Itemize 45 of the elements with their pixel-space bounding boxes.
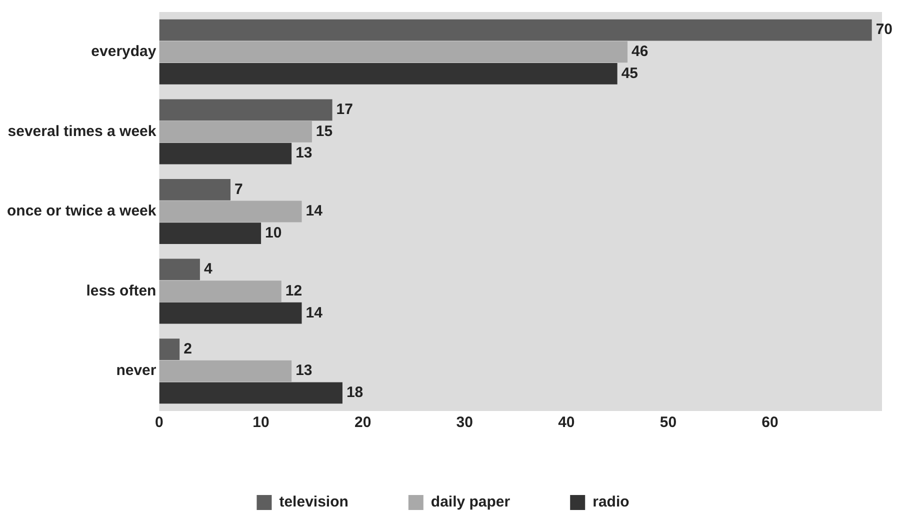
x-tick-label: 60 [762,414,778,432]
data-label: 13 [296,362,312,380]
bar [159,41,628,63]
bar [159,302,302,324]
y-tick-label: once or twice a week [6,202,157,220]
bar [159,19,872,41]
data-label: 12 [285,282,302,300]
bar [159,200,302,222]
y-tick-label: never [116,362,156,380]
bar [159,121,312,142]
data-label: 4 [204,260,213,278]
data-label: 10 [265,224,282,242]
bar [159,179,230,200]
bar [159,280,282,302]
bar [159,258,200,280]
data-label: 15 [316,122,333,140]
data-label: 14 [306,304,324,322]
bar [159,142,292,164]
data-label: 14 [306,202,324,220]
x-tick-label: 0 [155,414,164,432]
data-label: 46 [632,43,648,60]
y-tick-label: less often [86,282,156,300]
y-tick-label: everyday [91,43,157,60]
bar [159,382,342,404]
x-tick-label: 40 [558,414,575,432]
data-label: 2 [184,340,192,358]
legend-label: television [279,494,348,511]
bar [159,338,180,360]
bar [159,63,618,84]
legend-label: radio [592,494,630,511]
bar [159,99,332,121]
data-label: 70 [876,21,893,38]
data-label: 18 [346,384,364,402]
x-tick-label: 10 [252,414,270,432]
bar [159,360,292,382]
data-label: 17 [336,101,353,118]
data-label: 13 [296,144,312,162]
x-tick-label: 30 [456,414,473,432]
bar [159,222,262,244]
x-tick-label: 20 [354,414,372,432]
data-label: 45 [621,64,638,82]
legend-label: daily paper [430,494,510,511]
data-label: 7 [234,180,243,198]
x-tick-label: 50 [660,414,677,432]
y-tick-label: several times a week [8,122,157,140]
